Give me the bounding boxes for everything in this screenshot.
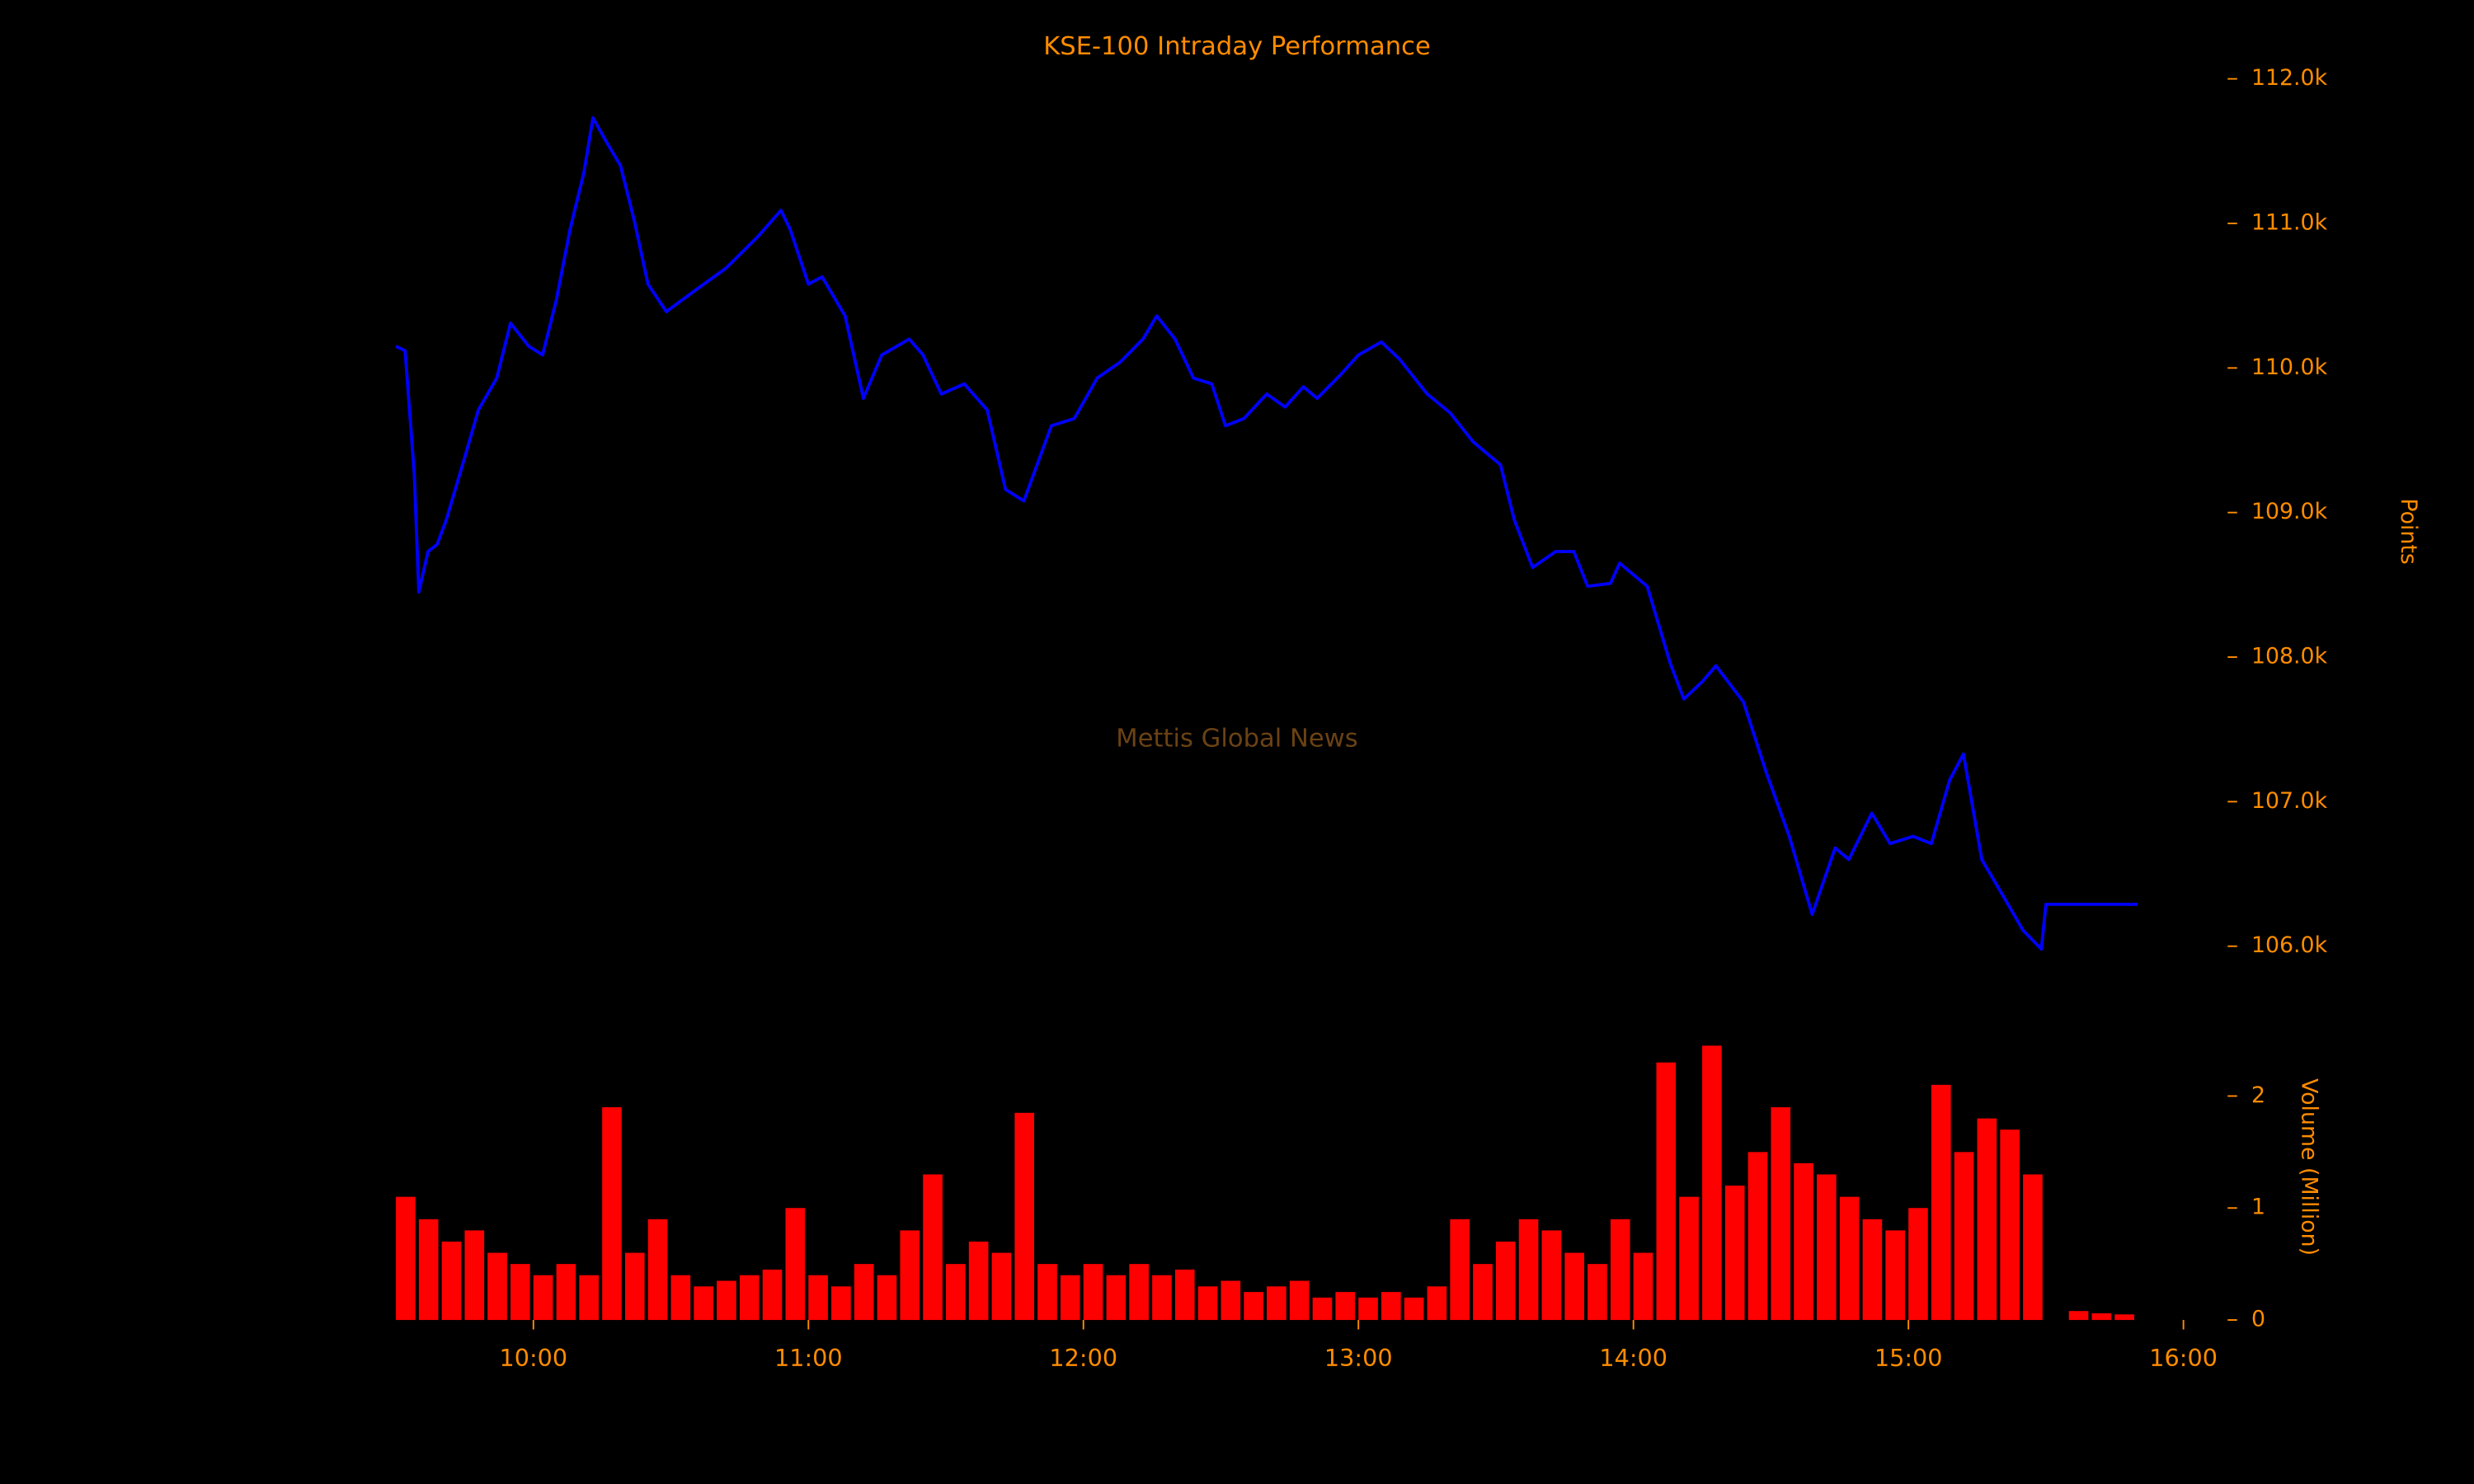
volume-bar <box>487 1252 507 1321</box>
y-tick-label: 1 <box>2251 1195 2265 1220</box>
volume-bar <box>1289 1280 1310 1321</box>
volume-bar <box>1427 1286 1447 1321</box>
volume-bar <box>739 1275 760 1321</box>
volume-bar <box>785 1208 806 1321</box>
volume-bar <box>647 1219 668 1321</box>
volume-bar <box>1908 1208 1928 1321</box>
volume-bar <box>1839 1196 1860 1321</box>
volume-bar <box>923 1174 943 1321</box>
y-tick-label: 2 <box>2251 1082 2265 1108</box>
volume-bar <box>533 1275 553 1321</box>
volume-bar <box>1129 1264 1149 1321</box>
volume-bar <box>1152 1275 1172 1321</box>
x-tick-label: 15:00 <box>1874 1344 1943 1372</box>
x-tick-label: 12:00 <box>1049 1344 1117 1372</box>
y-tick-label: 111.0k <box>2251 209 2328 235</box>
y-tick-label: 112.0k <box>2251 65 2328 91</box>
volume-bar <box>510 1264 530 1321</box>
volume-bar <box>1862 1219 1883 1321</box>
volume-bar <box>1267 1286 1286 1321</box>
y-tick-label: 110.0k <box>2251 355 2328 380</box>
volume-bar <box>1885 1230 1906 1321</box>
x-tick-label: 14:00 <box>1599 1344 1667 1372</box>
volume-bar <box>968 1241 989 1321</box>
volume-bar <box>2023 1174 2043 1321</box>
volume-bar <box>1954 1152 1974 1321</box>
volume-bar <box>1404 1297 1424 1321</box>
volume-bar <box>1014 1112 1035 1321</box>
x-tick-label: 13:00 <box>1324 1344 1393 1372</box>
volume-bar <box>1450 1219 1470 1321</box>
volume-bar <box>1060 1275 1080 1321</box>
y-tick-label: 108.0k <box>2251 644 2328 669</box>
volume-bar <box>1518 1219 1539 1321</box>
volume-bar <box>1633 1252 1653 1321</box>
volume-bar <box>831 1286 851 1321</box>
volume-bar <box>2068 1311 2089 1321</box>
volume-bar <box>418 1219 439 1321</box>
x-tick-label: 11:00 <box>774 1344 843 1372</box>
volume-bar <box>694 1286 713 1321</box>
volume-bar <box>2091 1313 2112 1321</box>
watermark: Mettis Global News <box>1116 725 1357 754</box>
volume-bar <box>1381 1292 1401 1321</box>
volume-bar <box>1771 1107 1791 1321</box>
chart-title: KSE-100 Intraday Performance <box>1043 32 1431 61</box>
volume-bar <box>1358 1297 1378 1321</box>
volume-bar <box>1679 1196 1699 1321</box>
volume-bar <box>1977 1118 1997 1321</box>
volume-bar <box>1702 1045 1722 1321</box>
volume-bar <box>579 1275 600 1321</box>
volume-bar <box>670 1275 691 1321</box>
volume-bar <box>1037 1264 1057 1321</box>
volume-bar <box>900 1230 920 1321</box>
volume-bar <box>1587 1264 1607 1321</box>
volume-bar <box>556 1264 576 1321</box>
volume-bar <box>1221 1280 1241 1321</box>
volume-bar <box>2114 1314 2134 1321</box>
volume-bar <box>1747 1152 1768 1321</box>
volume-bar <box>991 1252 1012 1321</box>
volume-bar <box>1817 1174 1837 1321</box>
volume-bar <box>762 1269 783 1321</box>
volume-bar <box>1473 1264 1493 1321</box>
y-tick-label: 109.0k <box>2251 499 2328 524</box>
volume-bar <box>1174 1269 1195 1321</box>
volume-bar <box>717 1280 736 1321</box>
volume-bar <box>1244 1292 1263 1321</box>
volume-bar <box>602 1107 622 1321</box>
volume-bar <box>1312 1297 1333 1321</box>
volume-bar <box>1495 1241 1516 1321</box>
volume-bar <box>1724 1186 1745 1321</box>
x-tick-label: 10:00 <box>499 1344 567 1372</box>
y-tick-label: 106.0k <box>2251 932 2328 958</box>
volume-bar <box>1794 1162 1813 1321</box>
volume-bar <box>808 1275 828 1321</box>
y-axis-label: Points <box>2396 498 2421 564</box>
volume-bar <box>464 1230 485 1321</box>
volume-bar <box>1335 1292 1356 1321</box>
price-line <box>395 116 2138 951</box>
volume-bar <box>441 1241 462 1321</box>
y-tick-label: 0 <box>2251 1307 2265 1332</box>
volume-bar <box>1541 1230 1562 1321</box>
volume-bar <box>1656 1062 1677 1321</box>
x-tick-label: 16:00 <box>2149 1344 2218 1372</box>
volume-bar <box>396 1196 416 1321</box>
volume-bar <box>946 1264 966 1321</box>
y2-axis-label: Volume (Million) <box>2296 1078 2321 1256</box>
volume-bar <box>1106 1275 1126 1321</box>
volume-bar <box>877 1275 897 1321</box>
volume-bar <box>1610 1219 1630 1321</box>
volume-bar <box>854 1264 874 1321</box>
volume-bar <box>1197 1286 1218 1321</box>
volume-bar <box>624 1252 645 1321</box>
volume-bar <box>1564 1252 1584 1321</box>
volume-bar <box>2000 1129 2020 1321</box>
volume-bar <box>1931 1084 1951 1321</box>
volume-bar <box>1083 1264 1103 1321</box>
y-tick-label: 107.0k <box>2251 788 2328 814</box>
